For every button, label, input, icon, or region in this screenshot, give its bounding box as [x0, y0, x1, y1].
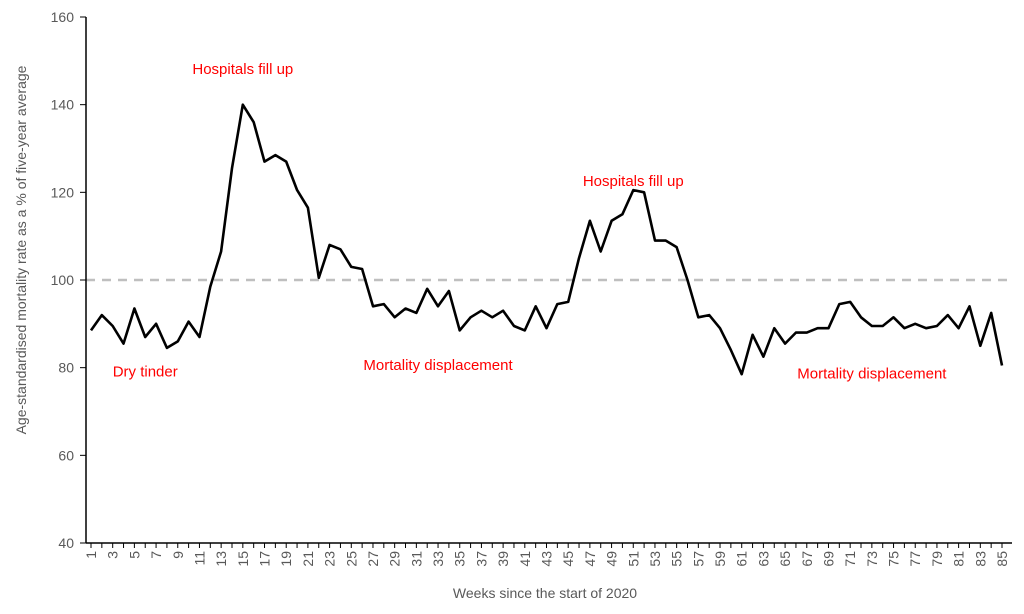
x-tick-label: 73 [864, 551, 880, 567]
x-tick-label: 23 [322, 551, 338, 567]
x-tick-label: 71 [842, 551, 858, 567]
x-tick-label: 33 [430, 551, 446, 567]
x-tick-label: 65 [777, 551, 793, 567]
x-tick-label: 61 [734, 551, 750, 567]
series-group [89, 103, 1004, 376]
y-tick-label: 120 [51, 184, 75, 200]
x-tick-label: 57 [690, 551, 706, 567]
x-tick-label: 27 [365, 551, 381, 567]
x-tick-label: 25 [343, 551, 359, 567]
x-tick-label: 55 [669, 551, 685, 567]
x-tick-label: 63 [755, 551, 771, 567]
y-tick-label: 160 [51, 9, 75, 25]
x-tick-label: 13 [213, 551, 229, 567]
annotation-label: Hospitals fill up [583, 173, 684, 190]
y-tick-label: 60 [58, 447, 74, 463]
x-tick-label: 37 [473, 551, 489, 567]
y-tick-label: 80 [58, 360, 74, 376]
annotation-label: Dry tinder [113, 363, 178, 380]
x-tick-label: 39 [495, 551, 511, 567]
y-tick-label: 100 [51, 272, 75, 288]
y-tick-label: 140 [51, 97, 75, 113]
x-tick-label: 85 [994, 551, 1010, 567]
x-tick-label: 51 [625, 551, 641, 567]
x-tick-label: 45 [560, 551, 576, 567]
annotation-label: Mortality displacement [363, 357, 513, 374]
x-tick-label: 5 [126, 551, 142, 559]
x-tick-label: 9 [170, 551, 186, 559]
x-tick-label: 21 [300, 551, 316, 567]
x-tick-label: 81 [951, 551, 967, 567]
x-tick-label: 69 [820, 551, 836, 567]
x-tick-label: 59 [712, 551, 728, 567]
x-tick-label: 47 [582, 551, 598, 567]
x-tick-label: 15 [235, 551, 251, 567]
annotation-label: Mortality displacement [797, 366, 947, 383]
x-tick-label: 19 [278, 551, 294, 567]
x-tick-label: 67 [799, 551, 815, 567]
y-tick-labels: 40 60 80 100 120 140 160 [51, 9, 75, 551]
y-axis-title: Age-standardised mortality rate as a % o… [13, 65, 29, 434]
x-tick-label: 79 [929, 551, 945, 567]
x-tick-label: 43 [539, 551, 555, 567]
x-tick-label: 41 [517, 551, 533, 567]
series-line [89, 103, 1004, 376]
x-tick-label: 1 [83, 551, 99, 559]
x-axis-title: Weeks since the start of 2020 [453, 585, 637, 601]
x-tick-label: 7 [148, 551, 164, 559]
x-tick-labels: 1 3 5 7 9 11 13 15 17 19 21 23 25 27 29 31 33 35 37 39 41 43 4… [83, 551, 1010, 567]
x-tick-label: 77 [907, 551, 923, 567]
x-tick-label: 53 [647, 551, 663, 567]
x-tick-label: 83 [972, 551, 988, 567]
annotation-label: Hospitals fill up [192, 61, 293, 78]
x-tick-label: 29 [387, 551, 403, 567]
x-tick-label: 49 [604, 551, 620, 567]
x-tick-label: 11 [191, 551, 207, 566]
annotations-group: Hospitals fill up Hospitals fill up Dry ti… [113, 61, 948, 383]
y-tick-label: 40 [58, 535, 74, 551]
x-tick-label: 31 [408, 551, 424, 567]
axes-group [80, 16, 1012, 548]
x-tick-label: 75 [886, 551, 902, 567]
x-tick-label: 35 [452, 551, 468, 567]
x-tick-label: 3 [105, 551, 121, 559]
x-tick-label: 17 [257, 551, 273, 567]
